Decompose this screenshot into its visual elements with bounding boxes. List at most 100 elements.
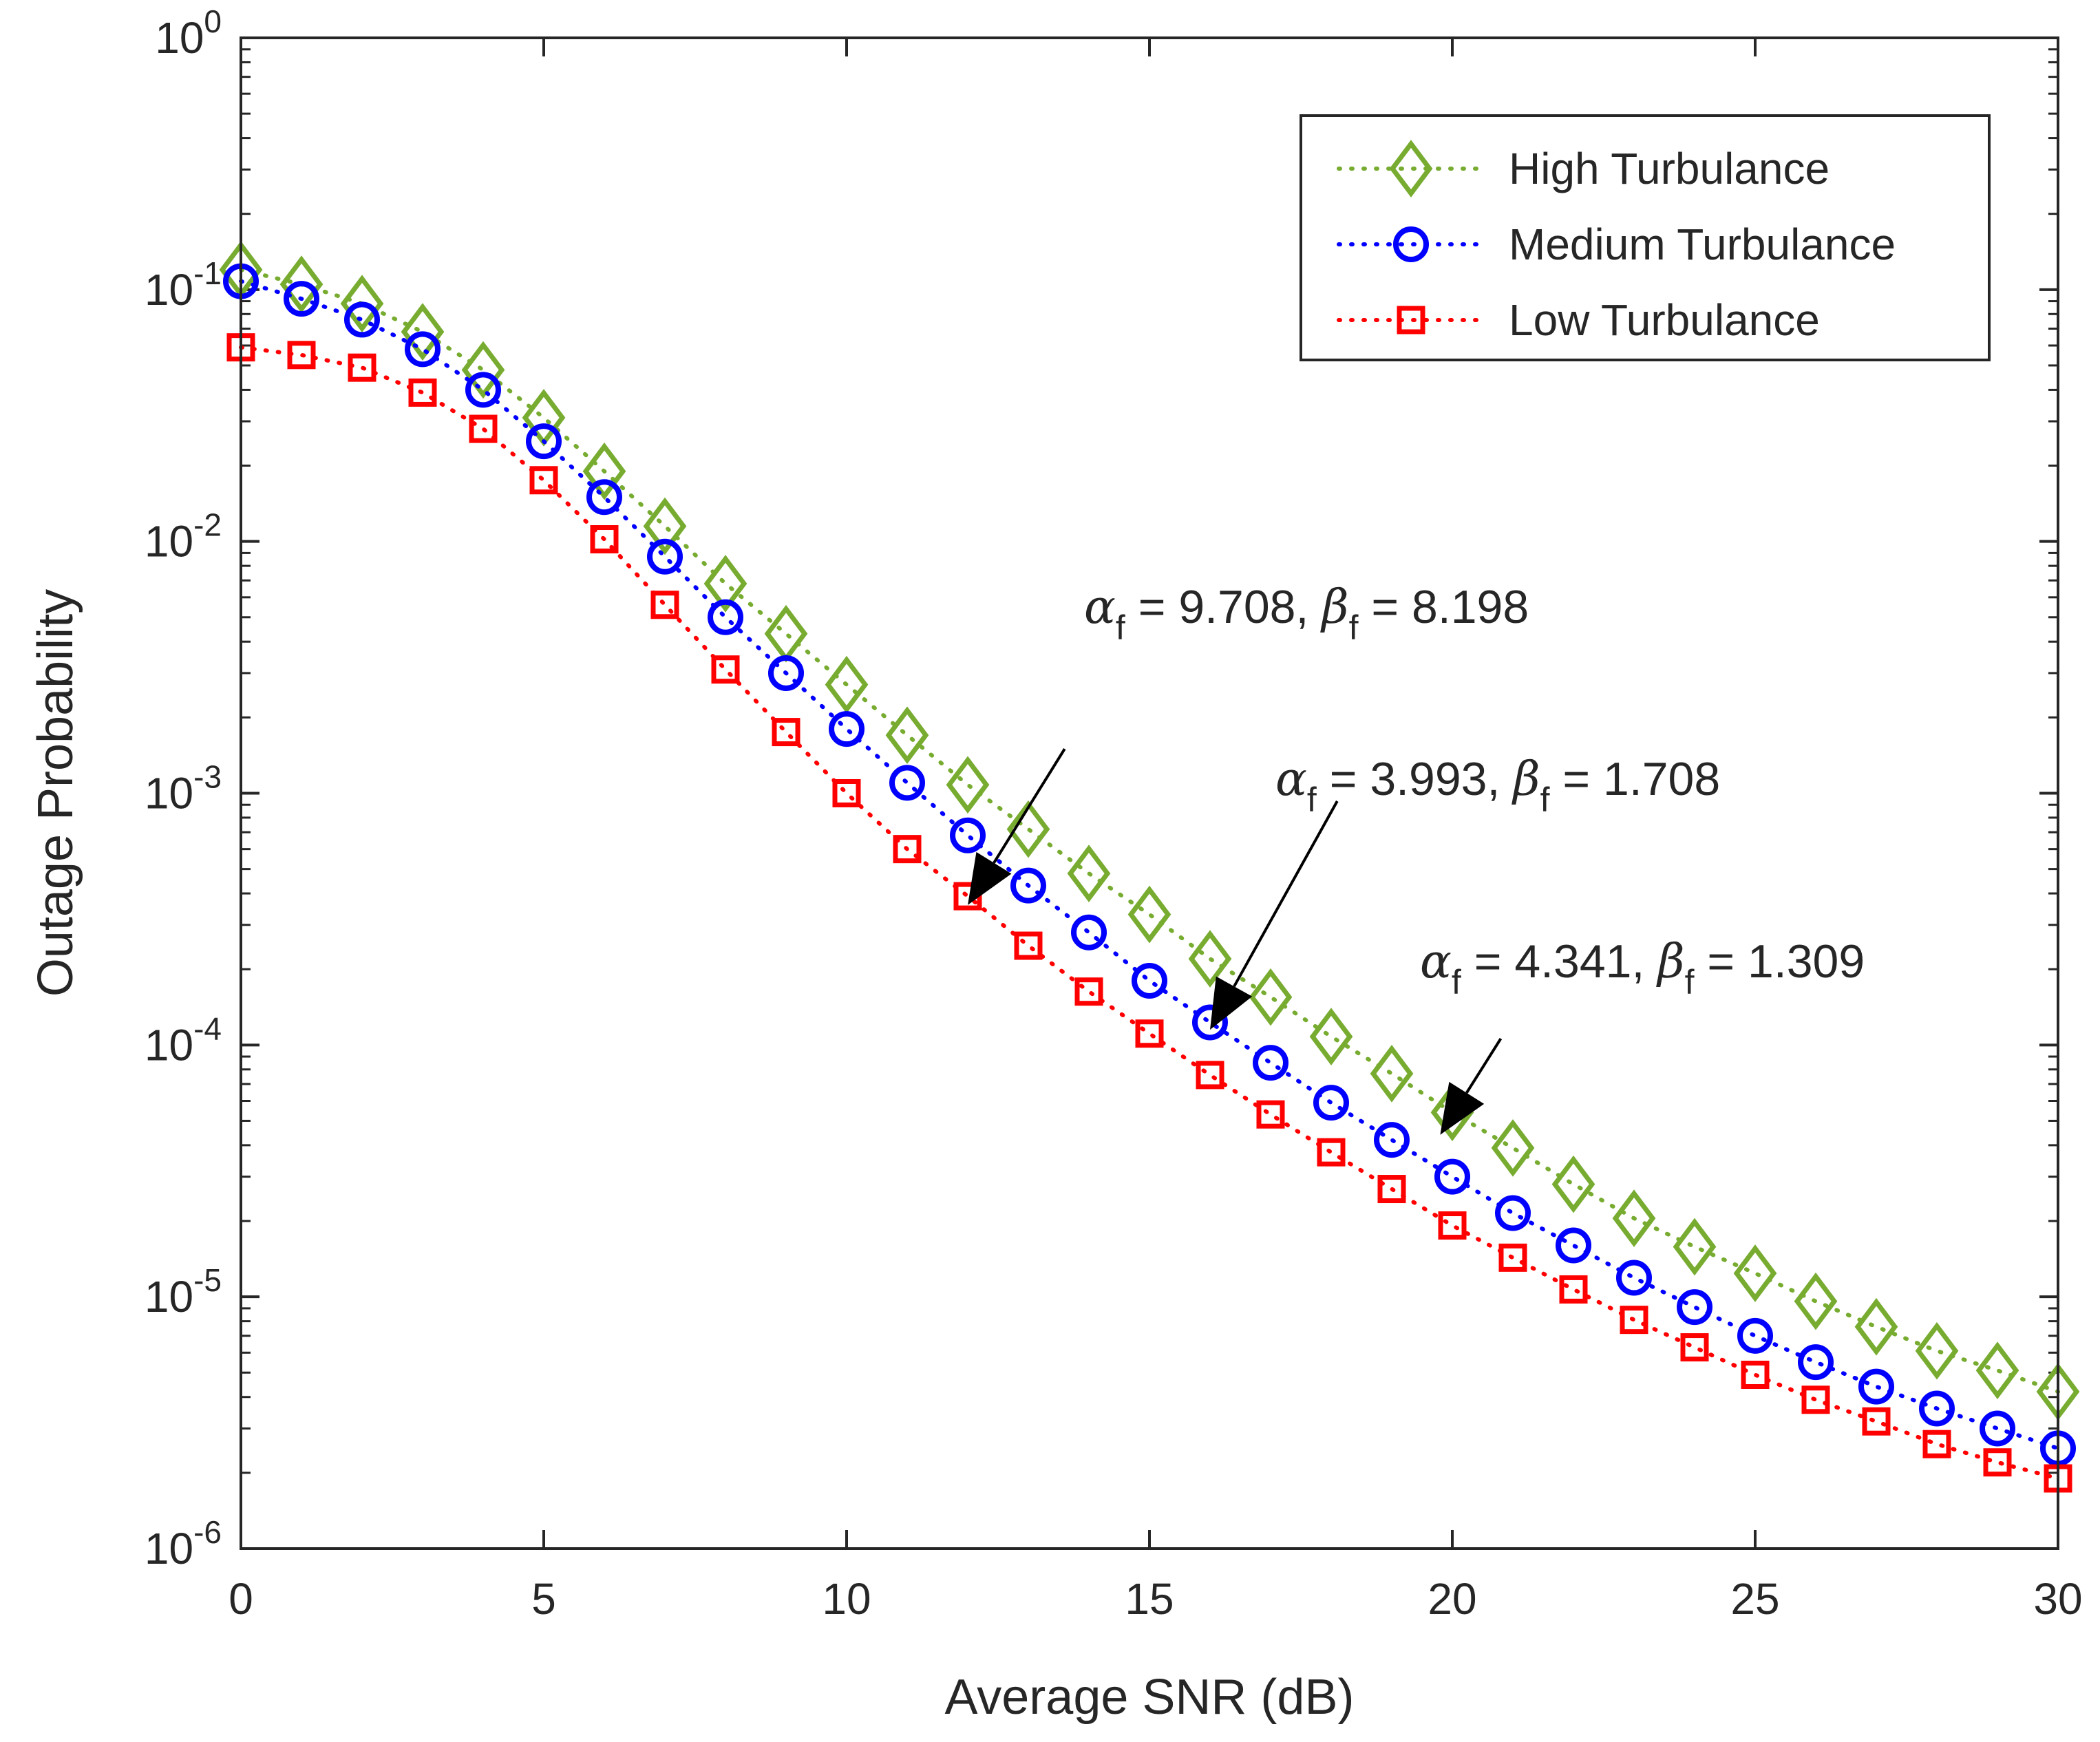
series-line bbox=[239, 267, 2060, 1394]
data-point-square bbox=[772, 718, 800, 747]
y-tick-label: 100 bbox=[155, 3, 222, 63]
data-point-diamond bbox=[1067, 845, 1111, 902]
data-point-square bbox=[832, 779, 861, 807]
legend-box bbox=[1300, 114, 1991, 361]
data-point-square bbox=[1983, 1448, 2012, 1477]
data-point-diamond bbox=[825, 655, 869, 714]
series-diamond bbox=[219, 241, 2080, 1421]
data-point-circle bbox=[889, 765, 925, 801]
y-axis-label: Outage Probability bbox=[28, 589, 83, 997]
annotation-arrow-head bbox=[1440, 1081, 1485, 1135]
data-point-circle bbox=[526, 423, 562, 460]
x-tick-labels: 0 5 10 15 20 25 30 bbox=[229, 1574, 2082, 1624]
annotation-arrow-shaft bbox=[993, 748, 1066, 864]
data-point-square bbox=[1256, 1100, 1285, 1129]
data-point-square bbox=[1559, 1275, 1588, 1304]
annotation-2: αf = 3.993, βf = 1.708 bbox=[1210, 752, 1720, 1030]
series-line bbox=[239, 279, 2060, 1451]
data-point-circle bbox=[829, 711, 865, 747]
data-point-circle bbox=[647, 538, 683, 575]
axes-box bbox=[240, 36, 2059, 1550]
data-point-square bbox=[348, 353, 376, 382]
data-point-diamond bbox=[461, 341, 505, 399]
data-point-square bbox=[408, 378, 437, 407]
data-point-circle bbox=[405, 331, 441, 368]
data-point-diamond bbox=[1006, 800, 1050, 858]
data-point-circle bbox=[1858, 1368, 1894, 1405]
x-tick-label: 15 bbox=[1125, 1574, 1174, 1624]
x-tick-label: 20 bbox=[1428, 1574, 1476, 1624]
data-point-square bbox=[1317, 1138, 1346, 1167]
data-point-diamond bbox=[1249, 968, 1293, 1026]
annotation-arrow-shaft bbox=[1233, 800, 1339, 988]
data-point-diamond bbox=[582, 442, 626, 500]
data-point-square bbox=[529, 466, 558, 495]
data-point-diamond bbox=[946, 756, 990, 814]
data-point-diamond bbox=[1309, 1008, 1353, 1065]
data-point-circle bbox=[1495, 1195, 1531, 1231]
y-tick-label: 10-3 bbox=[145, 759, 222, 818]
x-tick-label: 25 bbox=[1730, 1574, 1779, 1624]
data-point-square bbox=[1135, 1019, 1164, 1048]
annotation-arrow-head bbox=[968, 851, 1012, 905]
annotation-3: αf = 4.341, βf = 1.309 bbox=[1420, 935, 1865, 1135]
data-point-circle bbox=[1010, 867, 1046, 904]
series-layer bbox=[219, 241, 2080, 1493]
x-tick-label: 0 bbox=[229, 1574, 253, 1624]
legend: High Turbulance Medium Turbulance Low Turb… bbox=[1300, 114, 1991, 361]
data-point-diamond bbox=[1127, 885, 1171, 944]
data-point-diamond bbox=[1188, 930, 1232, 988]
data-point-square bbox=[893, 835, 922, 864]
annotation-text: αf = 4.341, βf = 1.309 bbox=[1420, 935, 1865, 1001]
data-point-square bbox=[1801, 1385, 1830, 1414]
x-tick-label: 30 bbox=[2033, 1574, 2082, 1624]
legend-entry: High Turbulance bbox=[1337, 140, 1829, 198]
data-point-circle bbox=[1556, 1227, 1591, 1264]
x-tick-label: 10 bbox=[822, 1574, 871, 1624]
data-point-diamond bbox=[1370, 1045, 1414, 1103]
data-point-circle bbox=[1313, 1085, 1349, 1121]
data-point-square bbox=[1074, 977, 1103, 1006]
data-point-circle bbox=[708, 599, 743, 635]
data-point-circle bbox=[586, 479, 622, 516]
x-tick-label: 5 bbox=[531, 1574, 556, 1624]
data-point-diamond bbox=[1915, 1321, 1959, 1380]
data-point-circle bbox=[768, 655, 804, 691]
data-point-square bbox=[1196, 1061, 1224, 1090]
data-point-diamond bbox=[279, 255, 324, 313]
legend-marker-circle bbox=[1393, 226, 1429, 262]
annotation-1: αf = 9.708, βf = 8.198 bbox=[968, 580, 1529, 905]
data-point-circle bbox=[1253, 1045, 1288, 1081]
data-point-square bbox=[650, 591, 679, 619]
data-point-circle bbox=[1616, 1260, 1652, 1296]
data-point-diamond bbox=[1733, 1244, 1777, 1302]
x-axis-label: Average SNR (dB) bbox=[945, 1670, 1355, 1725]
data-point-diamond bbox=[1491, 1119, 1535, 1177]
data-point-circle bbox=[1192, 1004, 1228, 1041]
data-point-circle bbox=[284, 281, 319, 317]
data-point-circle bbox=[465, 372, 501, 408]
legend-label: Low Turbulance bbox=[1509, 295, 1820, 345]
data-point-diamond bbox=[885, 706, 929, 765]
data-point-square bbox=[711, 655, 740, 684]
data-point-square bbox=[1498, 1243, 1527, 1272]
data-point-circle bbox=[1798, 1344, 1834, 1381]
y-tick-label: 10-2 bbox=[145, 507, 222, 566]
annotation-text: αf = 9.708, βf = 8.198 bbox=[1084, 580, 1529, 647]
data-point-diamond bbox=[1673, 1218, 1717, 1276]
data-point-diamond bbox=[1794, 1272, 1838, 1330]
data-point-circle bbox=[1980, 1410, 2015, 1447]
data-point-diamond bbox=[1854, 1297, 1898, 1356]
data-point-circle bbox=[950, 817, 986, 853]
data-point-circle bbox=[1737, 1317, 1773, 1354]
data-point-diamond bbox=[1612, 1189, 1656, 1247]
data-point-circle bbox=[1919, 1390, 1955, 1427]
legend-marker-square bbox=[1397, 306, 1425, 334]
data-point-diamond bbox=[340, 275, 384, 332]
data-point-square bbox=[1862, 1407, 1891, 1436]
annotation-arrow-head bbox=[1210, 976, 1253, 1030]
data-point-circle bbox=[1677, 1289, 1712, 1326]
data-point-diamond bbox=[1551, 1155, 1595, 1213]
y-tick-label: 10-1 bbox=[145, 255, 222, 315]
